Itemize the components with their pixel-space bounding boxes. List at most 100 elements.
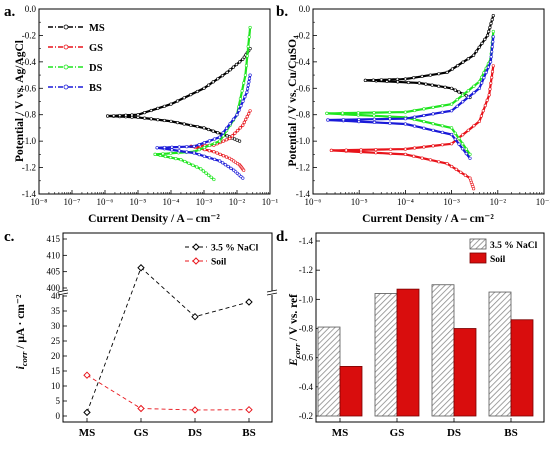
series-ms-point xyxy=(396,80,400,84)
series-bs-point xyxy=(247,76,252,81)
series-bs-point xyxy=(229,166,233,170)
series-gs-point xyxy=(329,148,334,152)
series-bs-point xyxy=(239,104,243,108)
series-ms-anodic-line xyxy=(106,47,252,118)
series-ds-point xyxy=(207,173,211,177)
series-nacl-point xyxy=(191,312,199,321)
series-ms-point xyxy=(457,90,461,94)
y-tick-label: 35 xyxy=(51,306,61,316)
series-gs-point xyxy=(228,136,232,141)
series-bs-point xyxy=(357,117,361,122)
series-bs-point xyxy=(453,137,457,141)
series-ds-point xyxy=(468,152,472,156)
series-nacl-line xyxy=(86,266,250,413)
series-gs-point xyxy=(238,126,242,130)
series-ms-point xyxy=(207,83,211,87)
series-ds-point xyxy=(209,175,213,179)
series-bs-point xyxy=(326,118,330,122)
series-gs-point xyxy=(483,103,487,108)
panel-b: b. Potential / V vs. Cu/CuSO₄ Current De… xyxy=(276,4,550,225)
series-bs-point xyxy=(241,176,245,180)
series-gs-point xyxy=(487,93,491,97)
y-tick-label: 25 xyxy=(51,336,61,346)
y-tick-label: -0.2 xyxy=(296,30,310,40)
series-ds-point xyxy=(240,89,244,93)
series-ms-point xyxy=(461,60,465,64)
series-bs-point xyxy=(468,156,472,160)
y-tick-label: 0 xyxy=(56,411,61,421)
series-ms-point xyxy=(156,106,160,110)
series-ds-point xyxy=(201,169,205,173)
y-tick-label: -0.6 xyxy=(296,83,311,93)
series-ds-point xyxy=(213,141,217,145)
y-tick-label: 400 xyxy=(47,283,61,293)
series-ms-point xyxy=(225,70,229,74)
panel-c-ylabel: icorr / μA · cm⁻² xyxy=(15,294,29,369)
series-ms-point xyxy=(176,99,180,103)
x-tick-label: 10⁻⁶ xyxy=(305,197,322,207)
x-category-label: GS xyxy=(134,427,149,439)
series-ms-point xyxy=(412,76,416,80)
series-ms-point xyxy=(437,72,441,76)
y-tick-label: -1.0 xyxy=(22,136,37,146)
legend-label-bs: BS xyxy=(89,83,102,94)
series-bs-point xyxy=(207,139,212,143)
series-gs-point xyxy=(472,187,476,191)
series-bs-point xyxy=(472,91,476,95)
series-ms-point xyxy=(216,131,220,135)
series-ms-point xyxy=(182,122,186,126)
series-bs-point xyxy=(213,137,217,141)
series-soil-point xyxy=(191,406,199,414)
series-bs-point xyxy=(246,83,250,87)
y-tick-label: 410 xyxy=(47,250,61,260)
series-ds-point xyxy=(244,63,248,68)
y-tick-label: -1.0 xyxy=(296,136,311,146)
series-ms-point xyxy=(118,113,122,118)
series-bs-point xyxy=(431,128,435,132)
series-ds-point xyxy=(464,147,468,151)
series-bs-point xyxy=(155,146,159,150)
y-tick-label: -0.6 xyxy=(22,83,37,93)
panel-d-letter: d. xyxy=(276,229,288,245)
series-bs-point xyxy=(477,86,482,90)
series-ds-point xyxy=(453,131,457,135)
series-bs-point xyxy=(243,95,247,99)
series-ds-point xyxy=(466,89,470,93)
y-tick-label: -1.4 xyxy=(296,189,311,199)
series-ms-point xyxy=(453,88,457,92)
x-tick-label: 10⁻⁴ xyxy=(163,197,180,207)
series-ms-point xyxy=(220,73,225,78)
series-bs-point xyxy=(197,153,201,157)
series-ms-point xyxy=(182,96,186,100)
series-ms-point xyxy=(216,77,220,81)
legend-label-gs: GS xyxy=(89,43,103,54)
legend-label-ms: MS xyxy=(89,23,105,34)
panel-a-letter: a. xyxy=(4,4,16,20)
panel-b-series xyxy=(325,14,495,191)
series-bs-point xyxy=(247,80,251,84)
series-gs-point xyxy=(230,134,234,138)
series-bs-point xyxy=(237,108,241,112)
series-ds-point xyxy=(461,142,465,146)
x-tick-label: 10⁻⁶ xyxy=(97,197,114,207)
series-ms-point xyxy=(130,113,134,117)
series-bs-point xyxy=(450,109,454,113)
panel-b-xlabel: Current Density / A – cm⁻² xyxy=(362,213,494,225)
series-ds-point xyxy=(179,158,183,162)
series-gs-point xyxy=(403,152,408,156)
series-gs-point xyxy=(247,112,251,116)
series-ds-point xyxy=(247,35,251,39)
series-ms-point xyxy=(472,53,476,57)
y-tick-label: -0.2 xyxy=(22,30,36,40)
legend-label-1: Soil xyxy=(490,255,506,265)
x-tick-label: 10⁻⁴ xyxy=(397,197,414,207)
series-ds-point xyxy=(163,154,167,159)
series-ms-point xyxy=(486,33,490,38)
series-bs-point xyxy=(221,161,225,165)
series-gs-point xyxy=(221,139,225,143)
series-gs-point xyxy=(212,150,216,154)
y-tick-label: -0.8 xyxy=(299,324,314,334)
series-ds-point xyxy=(161,152,165,156)
legend-marker-1 xyxy=(192,257,200,265)
series-bs-point xyxy=(431,112,435,116)
